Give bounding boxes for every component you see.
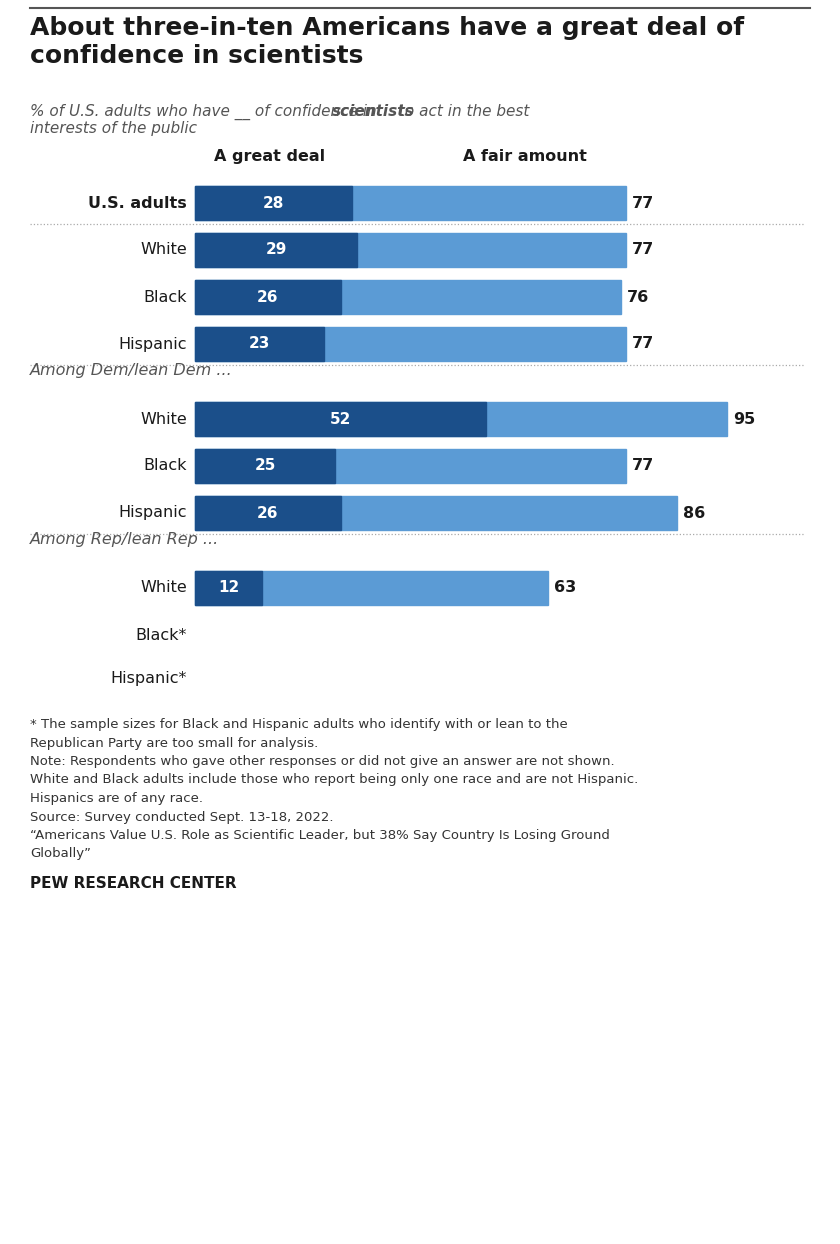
Text: 25: 25 <box>255 459 276 474</box>
Text: Hispanic: Hispanic <box>118 336 187 352</box>
Text: Black*: Black* <box>135 627 187 642</box>
Text: 28: 28 <box>263 195 284 210</box>
Text: 52: 52 <box>330 412 351 427</box>
Bar <box>195 187 352 220</box>
Text: 12: 12 <box>218 581 239 596</box>
Text: 26: 26 <box>257 505 279 520</box>
Text: Hispanic*: Hispanic* <box>111 671 187 685</box>
Bar <box>195 327 323 361</box>
Text: Black: Black <box>144 290 187 305</box>
Text: 77: 77 <box>633 459 654 474</box>
Bar <box>195 571 262 605</box>
Text: 77: 77 <box>633 243 654 258</box>
Text: White: White <box>140 412 187 427</box>
Text: About three-in-ten Americans have a great deal of
confidence in scientists: About three-in-ten Americans have a grea… <box>30 16 744 68</box>
Text: PEW RESEARCH CENTER: PEW RESEARCH CENTER <box>30 876 237 891</box>
Text: U.S. adults: U.S. adults <box>88 195 187 210</box>
Text: 77: 77 <box>633 195 654 210</box>
Bar <box>195 449 335 483</box>
Text: 95: 95 <box>733 412 755 427</box>
Text: 29: 29 <box>265 243 287 258</box>
Text: 76: 76 <box>627 290 648 305</box>
Bar <box>195 496 676 530</box>
Text: 23: 23 <box>249 336 270 352</box>
Text: White: White <box>140 243 187 258</box>
Bar <box>195 280 340 313</box>
Text: Among Rep/lean Rep ...: Among Rep/lean Rep ... <box>30 532 219 547</box>
Bar <box>195 280 621 313</box>
Text: Among Dem/lean Dem ...: Among Dem/lean Dem ... <box>30 363 233 378</box>
Text: A great deal: A great deal <box>214 149 326 164</box>
Text: 26: 26 <box>257 290 279 305</box>
Bar <box>195 402 486 435</box>
Bar <box>195 449 626 483</box>
Text: White: White <box>140 581 187 596</box>
Text: Hispanic: Hispanic <box>118 505 187 520</box>
Bar <box>195 496 340 530</box>
Bar <box>195 571 548 605</box>
Text: * The sample sizes for Black and Hispanic adults who identify with or lean to th: * The sample sizes for Black and Hispani… <box>30 718 638 861</box>
Text: interests of the public: interests of the public <box>30 121 197 136</box>
Text: scientists: scientists <box>332 104 415 119</box>
Text: 77: 77 <box>633 336 654 352</box>
Text: A fair amount: A fair amount <box>463 149 587 164</box>
Text: % of U.S. adults who have __ of confidence in: % of U.S. adults who have __ of confiden… <box>30 104 381 121</box>
Bar <box>195 233 626 267</box>
Bar <box>195 233 357 267</box>
Text: to act in the best: to act in the best <box>394 104 529 119</box>
Text: 86: 86 <box>683 505 705 520</box>
Text: Black: Black <box>144 459 187 474</box>
Text: 63: 63 <box>554 581 576 596</box>
Bar <box>195 327 626 361</box>
Bar <box>195 187 626 220</box>
Bar <box>195 402 727 435</box>
